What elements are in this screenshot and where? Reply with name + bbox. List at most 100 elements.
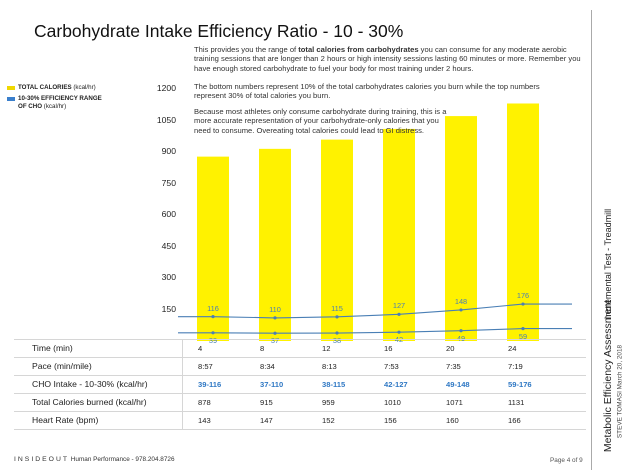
table-column-divider (182, 394, 183, 411)
y-tick-label: 1200 (156, 83, 176, 93)
note-paragraph-2: Because most athletes only consume carbo… (194, 106, 447, 135)
bar-total-calories (445, 116, 477, 341)
table-column-divider (182, 412, 183, 429)
table-cell: 20 (446, 344, 455, 353)
y-tick-label: 150 (161, 303, 176, 314)
table-cell: 8:13 (322, 362, 337, 371)
cho-range-point-high (273, 316, 277, 320)
bar-total-calories (259, 148, 291, 341)
cho-range-point-high (521, 302, 525, 306)
table-cell: 8 (260, 344, 265, 353)
legend-cho-range: 10-30% EFFICIENCY RANGE OF CHO (kcal/hr) (6, 95, 102, 111)
data-label-low: 39 (208, 335, 218, 345)
data-label-high: 176 (516, 291, 530, 301)
data-table: Time (min) 4 8 12 16 20 24 Pace (min/mile) 8:57 8… (14, 339, 586, 430)
table-cell: 49-148 (446, 380, 470, 389)
table-cell: 12 (322, 344, 331, 353)
cho-range-point-high (211, 315, 215, 319)
bar-total-calories (197, 156, 229, 341)
table-column-divider (182, 340, 183, 357)
cho-range-point-low (521, 327, 525, 331)
data-label-high: 115 (331, 303, 343, 313)
y-tick-label: 600 (161, 209, 176, 219)
y-tick-label: 1050 (156, 114, 176, 125)
footer-text: Human Performance - 978.204.8726 (69, 456, 175, 463)
table-row-label: CHO Intake - 10-30% (kcal/hr) (32, 379, 148, 389)
table-cell: 4 (198, 344, 203, 353)
data-label-high: 148 (454, 296, 468, 306)
side-report-title: Metabolic Efficiency Assessment (602, 299, 614, 453)
bar-total-calories (321, 139, 353, 341)
footer-contact: INSIDEOUT Human Performance - 978.204.87… (14, 456, 175, 463)
table-cell: 152 (322, 416, 335, 425)
table-cell: 147 (260, 416, 273, 425)
table-cell: 8:57 (198, 362, 213, 371)
legend-total-label: TOTAL CALORIES (18, 84, 72, 91)
legend-range-unit: (kcal/hr) (42, 103, 67, 110)
page-title: Carbohydrate Intake Efficiency Ratio - 1… (34, 21, 404, 41)
table-row: Heart Rate (bpm) 143 147 152 156 160 166 (14, 411, 586, 430)
legend-range-label-1: 10-30% EFFICIENCY RANGE (18, 95, 102, 102)
cho-range-point-low (273, 331, 277, 335)
table-row: Total Calories burned (kcal/hr) 878 915 959… (14, 393, 586, 411)
table-cell: 160 (446, 416, 459, 425)
data-label-low: 49 (456, 333, 466, 343)
table-row-label: Total Calories burned (kcal/hr) (32, 397, 147, 407)
data-label-low: 37 (270, 336, 280, 346)
chart-legend: TOTAL CALORIES (kcal/hr) 10-30% EFFICIEN… (6, 84, 102, 114)
cho-range-line-low (178, 328, 572, 334)
data-label-low: 38 (332, 336, 342, 346)
table-cell: 24 (508, 344, 517, 353)
legend-total-unit: (kcal/hr) (71, 84, 96, 91)
intro-text: This provides you the range of total cal… (194, 45, 586, 73)
y-tick-label: 450 (161, 240, 176, 251)
table-cell: 39-116 (198, 380, 222, 389)
table-cell: 59-176 (508, 380, 532, 389)
legend-total-swatch (7, 86, 15, 90)
table-cell: 156 (384, 416, 397, 425)
table-row-label: Heart Rate (bpm) (32, 415, 99, 425)
side-report-date: March 20, 2018 (616, 344, 624, 390)
y-tick-label: 750 (161, 177, 176, 188)
legend-range-swatch (7, 97, 15, 101)
cho-range-line-high (178, 303, 572, 319)
table-cell: 7:35 (446, 362, 461, 371)
table-row: CHO Intake - 10-30% (kcal/hr) 39-116 37-11… (14, 375, 586, 393)
page-number: Page 4 of 9 (550, 457, 583, 464)
note-paragraph-1: The bottom numbers represent 10% of the … (194, 82, 540, 101)
cho-range-point-low (459, 329, 463, 333)
data-label-high: 116 (207, 303, 219, 313)
table-cell: 7:19 (508, 362, 523, 371)
table-cell: 1010 (384, 398, 401, 407)
table-row: Pace (min/mile) 8:57 8:34 8:13 7:53 7:35 7:19 (14, 357, 586, 375)
bar-total-calories (383, 128, 415, 341)
table-cell: 8:34 (260, 362, 275, 371)
cho-range-point-low (397, 330, 401, 334)
table-cell: 38-115 (322, 380, 346, 389)
y-tick-label: 300 (161, 272, 176, 282)
chart-note: The bottom numbers represent 10% of the … (194, 82, 566, 141)
intro-bold: total calories from carbohydrates (298, 45, 419, 54)
table-row: Time (min) 4 8 12 16 20 24 (14, 339, 586, 357)
table-row-label: Time (min) (32, 343, 73, 353)
table-cell: 878 (198, 398, 211, 407)
table-cell: 166 (508, 416, 521, 425)
legend-range-label-2: OF CHO (18, 103, 43, 110)
table-column-divider (182, 376, 183, 393)
table-column-divider (182, 358, 183, 375)
table-cell: 1131 (508, 398, 525, 407)
table-cell: 37-110 (260, 380, 284, 389)
legend-total-calories: TOTAL CALORIES (kcal/hr) (6, 84, 102, 92)
intro-pre: This provides you the range of (194, 45, 299, 54)
cho-range-point-high (397, 312, 401, 316)
bar-total-calories (507, 103, 539, 342)
data-label-low: 59 (518, 331, 528, 341)
cho-range-point-low (335, 331, 339, 335)
table-cell: 959 (322, 398, 335, 407)
table-cell: 1071 (446, 398, 463, 407)
intro-post: you can consume for any moderate aerobic… (194, 45, 581, 73)
side-divider (591, 10, 592, 470)
data-label-high: 127 (392, 301, 406, 311)
side-athlete-info: STEVE TOMASI March 20, 2018 (617, 345, 624, 438)
